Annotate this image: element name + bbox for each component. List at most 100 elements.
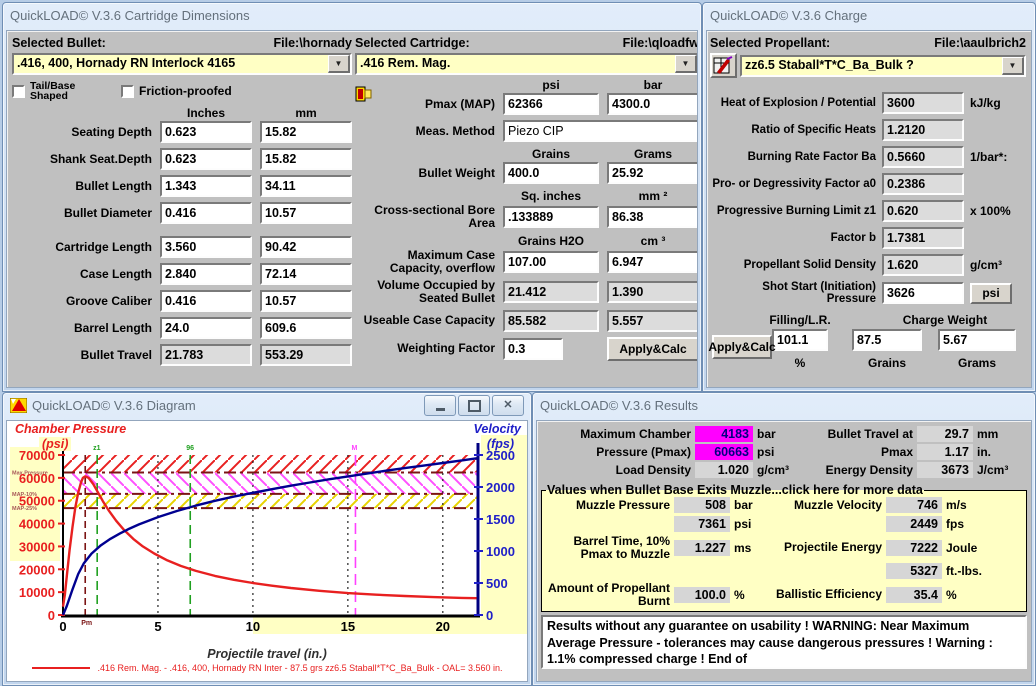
seating-depth-inches-input[interactable]: 0.623 <box>160 121 252 143</box>
bullet-length-mm-input[interactable]: 34.11 <box>260 175 352 197</box>
quickload-app: QuickLOAD© V.3.6 Cartridge Dimensions Se… <box>0 0 1036 686</box>
right-axis-title: Velocity <box>474 422 521 436</box>
projectile-energy-joule-unit: Joule <box>946 541 996 555</box>
cartridge-titlebar[interactable]: QuickLOAD© V.3.6 Cartridge Dimensions <box>3 3 701 28</box>
bullet-diameter-inches-input[interactable]: 0.416 <box>160 202 252 224</box>
cartridge-file-label: File:\qloadfw <box>623 36 698 50</box>
pmax-psi-value: 60663 <box>695 444 753 460</box>
cartridge-length-label: Cartridge Length <box>12 241 152 254</box>
svg-text:Pm: Pm <box>81 620 92 627</box>
max-chamber-label-line1: Maximum Chamber <box>543 428 691 441</box>
svg-text:40000: 40000 <box>19 517 55 532</box>
charge-grains-input[interactable]: 87.5 <box>852 329 922 351</box>
groove-caliber-inches-input[interactable]: 0.416 <box>160 290 252 312</box>
cartridge-tool-icon[interactable] <box>355 86 373 102</box>
tail-base-checkbox[interactable] <box>12 85 25 98</box>
useable-capacity-row: Useable Case Capacity 85.582 5.557 <box>355 310 698 332</box>
barrel-length-mm-input[interactable]: 609.6 <box>260 317 352 339</box>
chevron-down-icon[interactable]: ▼ <box>675 55 697 73</box>
shot-start-input[interactable]: 3626 <box>882 282 964 304</box>
shank-depth-inches-input[interactable]: 0.623 <box>160 148 252 170</box>
svg-text:z1: z1 <box>93 445 101 452</box>
cartridge-dropdown[interactable]: .416 Rem. Mag. ▼ <box>355 53 698 75</box>
filling-percent-input[interactable]: 101.1 <box>772 329 828 351</box>
close-button[interactable]: ✕ <box>492 395 524 416</box>
case-length-mm-input[interactable]: 72.14 <box>260 263 352 285</box>
charge-grams-input[interactable]: 5.67 <box>938 329 1016 351</box>
psi-unit-button[interactable]: psi <box>970 283 1012 304</box>
svg-text:15: 15 <box>341 619 355 634</box>
shot-start-row: Shot Start (Initiation) Pressure 3626 ps… <box>710 281 1026 305</box>
bore-area-sqin-input[interactable]: .133889 <box>503 206 599 228</box>
case-length-inches-input[interactable]: 2.840 <box>160 263 252 285</box>
diagram-titlebar[interactable]: QuickLOAD© V.3.6 Diagram ✕ <box>3 393 531 418</box>
degressivity-row: Pro- or Degressivity Factor a0 0.2386 <box>710 173 1026 195</box>
factor-b-label: Factor b <box>710 232 876 244</box>
specific-heats-label: Ratio of Specific Heats <box>710 124 876 136</box>
svg-text:1500: 1500 <box>486 512 515 527</box>
shot-start-label: Shot Start (Initiation) Pressure <box>710 281 876 305</box>
cartridge-length-mm-input[interactable]: 90.42 <box>260 236 352 258</box>
diagram-body: Max.PressureMAP-10%MAP-25%Pmz196M0100002… <box>6 420 528 682</box>
projectile-energy-joule-value: 7222 <box>886 540 942 556</box>
energy-density-unit: J/cm³ <box>977 463 1021 477</box>
projectile-energy-label: Projectile Energy <box>766 541 882 554</box>
bullet-dropdown-value: .416, 400, Hornady RN Interlock 4165 <box>14 55 328 73</box>
cm3-header: cm ³ <box>607 234 698 248</box>
meas-method-input[interactable]: Piezo CIP <box>503 120 698 142</box>
dim-row-cartridge-length: Cartridge Length 3.560 90.42 <box>12 236 352 258</box>
muzzle-pressure-label: Muzzle Pressure <box>546 499 670 512</box>
grains-label: Grains <box>852 356 922 370</box>
propellant-dropdown[interactable]: zz6.5 Staball*T*C_Ba_Bulk ? ▼ <box>740 55 1026 77</box>
chevron-down-icon[interactable]: ▼ <box>1002 57 1024 75</box>
barrel-time-unit: ms <box>734 541 762 555</box>
inches-header: Inches <box>160 106 252 120</box>
propellant-table-button[interactable] <box>710 53 737 78</box>
max-capacity-cm3-input[interactable]: 6.947 <box>607 251 698 273</box>
warning-textbox: Results without any guarantee on usabili… <box>541 615 1027 669</box>
weighting-factor-input[interactable]: 0.3 <box>503 338 563 360</box>
groove-caliber-mm-input[interactable]: 10.57 <box>260 290 352 312</box>
meas-method-label: Meas. Method <box>355 125 495 138</box>
seating-depth-mm-input[interactable]: 15.82 <box>260 121 352 143</box>
dim-row-seating-depth: Seating Depth 0.623 15.82 <box>12 121 352 143</box>
selected-bullet-label: Selected Bullet: <box>12 36 106 50</box>
friction-proofed-checkbox[interactable] <box>121 85 134 98</box>
factor-b-value: 1.7381 <box>882 227 964 249</box>
minimize-button[interactable] <box>424 395 456 416</box>
cartridge-length-inches-input[interactable]: 3.560 <box>160 236 252 258</box>
bore-area-mm2-input[interactable]: 86.38 <box>607 206 698 228</box>
bullet-dropdown[interactable]: .416, 400, Hornady RN Interlock 4165 ▼ <box>12 53 352 75</box>
bullet-length-inches-input[interactable]: 1.343 <box>160 175 252 197</box>
barrel-length-inches-input[interactable]: 24.0 <box>160 317 252 339</box>
muzzle-velocity-ms-unit: m/s <box>946 498 996 512</box>
bullet-weight-grains-input[interactable]: 400.0 <box>503 162 599 184</box>
pmax-label: Pmax (MAP) <box>355 98 495 111</box>
charge-window: QuickLOAD© V.3.6 Charge Selected Propell… <box>702 2 1036 392</box>
bullet-diameter-label: Bullet Diameter <box>12 207 152 220</box>
muzzle-values-legend[interactable]: Values when Bullet Base Exits Muzzle...c… <box>546 483 924 497</box>
solid-density-label: Propellant Solid Density <box>710 259 876 271</box>
bullet-weight-row: Bullet Weight 400.0 25.92 <box>355 162 698 184</box>
dim-row-shank-depth: Shank Seat.Depth 0.623 15.82 <box>12 148 352 170</box>
muzzle-velocity-fps-unit: fps <box>946 517 996 531</box>
svg-text:2000: 2000 <box>486 480 515 495</box>
pmax-bar-input[interactable]: 4300.0 <box>607 93 698 115</box>
mm2-header: mm ² <box>607 189 698 203</box>
window-title: QuickLOAD© V.3.6 Diagram <box>32 398 196 413</box>
window-title: QuickLOAD© V.3.6 Charge <box>710 8 867 23</box>
charge-titlebar[interactable]: QuickLOAD© V.3.6 Charge <box>703 3 1035 28</box>
max-capacity-grains-input[interactable]: 107.00 <box>503 251 599 273</box>
shank-depth-mm-input[interactable]: 15.82 <box>260 148 352 170</box>
results-titlebar[interactable]: QuickLOAD© V.3.6 Results <box>533 393 1035 418</box>
pmax-psi-input[interactable]: 62366 <box>503 93 599 115</box>
bullet-weight-grams-input[interactable]: 25.92 <box>607 162 698 184</box>
cartridge-dimensions-window: QuickLOAD© V.3.6 Cartridge Dimensions Se… <box>2 2 702 392</box>
bullet-diameter-mm-input[interactable]: 10.57 <box>260 202 352 224</box>
restore-button[interactable] <box>458 395 490 416</box>
apply-calc-button[interactable]: Apply&Calc <box>712 335 772 359</box>
svg-text:1000: 1000 <box>486 544 515 559</box>
chevron-down-icon[interactable]: ▼ <box>328 55 350 73</box>
apply-calc-button[interactable]: Apply&Calc <box>607 337 698 361</box>
friction-proofed-label: Friction-proofed <box>139 84 232 98</box>
